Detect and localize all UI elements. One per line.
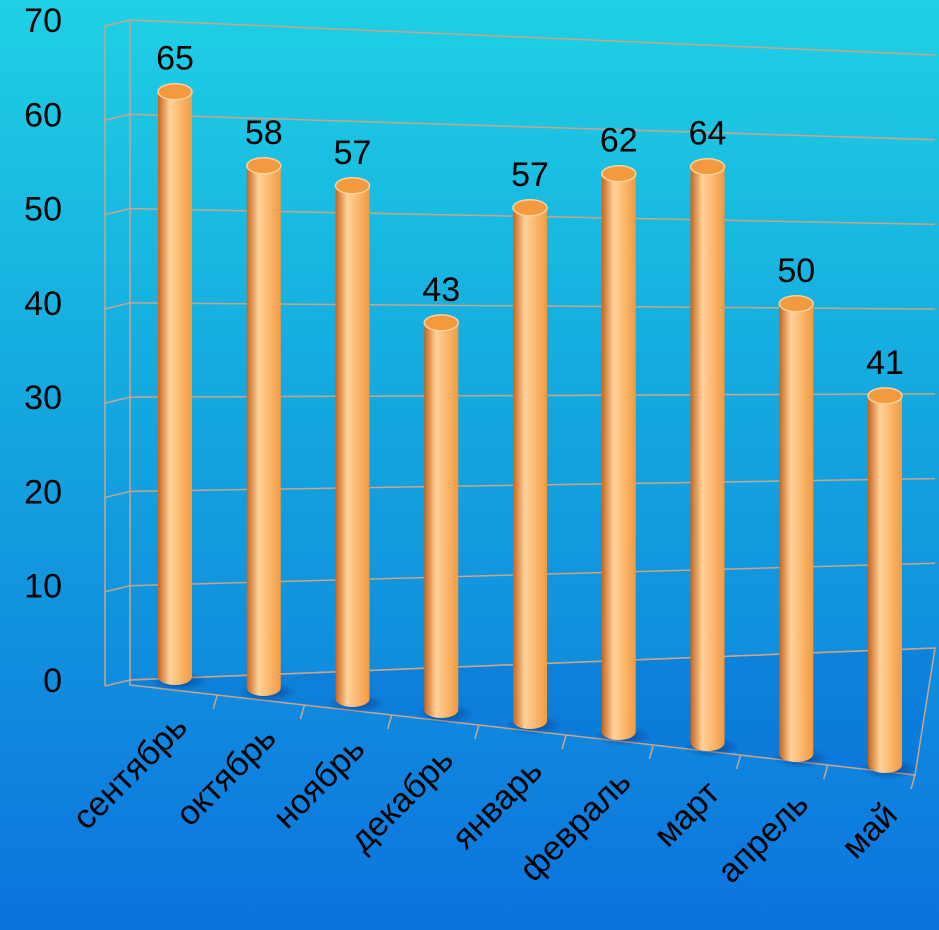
- bar-body: [158, 91, 192, 685]
- gridline: [104, 19, 131, 27]
- x-tick-label: май: [834, 796, 904, 866]
- y-axis: 0 10 20 30 40 50 60 70: [24, 2, 62, 700]
- x-tick-label: март: [647, 774, 728, 855]
- bar-body: [779, 303, 814, 762]
- bar-body: [868, 395, 902, 773]
- data-label: 64: [689, 115, 727, 153]
- y-tick-label: 20: [24, 473, 62, 511]
- gridline: [104, 679, 131, 687]
- y-tick-label: 40: [24, 285, 62, 323]
- bars: [150, 82, 918, 780]
- bar: [682, 157, 741, 758]
- gridline: [104, 113, 131, 122]
- bar: [327, 177, 386, 714]
- data-label: 62: [600, 122, 638, 160]
- gridline: [104, 490, 131, 499]
- bar: [593, 164, 652, 747]
- y-tick-label: 30: [24, 379, 62, 417]
- bar-body: [601, 173, 636, 741]
- bar-top: [601, 164, 637, 183]
- bar: [238, 157, 297, 703]
- bar: [416, 314, 475, 725]
- data-label: 57: [334, 134, 372, 172]
- x-tick: [735, 754, 742, 770]
- gridline: [104, 396, 131, 404]
- x-tick: [823, 764, 829, 780]
- data-label: 65: [156, 40, 194, 78]
- gridline: [104, 207, 131, 216]
- bar-top: [157, 82, 193, 101]
- data-labels: 65 58 57 43 57 62 64 50 41: [156, 40, 904, 382]
- bar-top: [334, 177, 371, 195]
- gridline: [104, 302, 131, 310]
- gridline: [129, 113, 936, 141]
- y-tick-label: 60: [24, 96, 62, 134]
- data-label: 58: [245, 114, 283, 152]
- y-tick-label: 70: [24, 2, 62, 40]
- bar: [771, 295, 830, 769]
- x-tick-label: сентябрь: [65, 708, 194, 837]
- gridline: [104, 584, 131, 593]
- data-label: 57: [511, 156, 549, 194]
- bar-top: [778, 295, 814, 313]
- bar-top: [423, 314, 459, 332]
- bar-top: [689, 157, 726, 176]
- bar: [505, 199, 563, 736]
- y-tick-label: 10: [24, 568, 62, 606]
- bar: [150, 82, 208, 692]
- data-label: 50: [777, 252, 815, 290]
- x-tick: [386, 714, 393, 730]
- data-label: 41: [866, 344, 904, 382]
- bar-top: [867, 387, 903, 405]
- data-label: 43: [422, 271, 460, 309]
- bar-body: [690, 166, 725, 751]
- x-tick: [212, 694, 218, 710]
- bar-top: [512, 199, 548, 217]
- bar-body: [513, 207, 547, 729]
- bar-body: [335, 185, 370, 707]
- x-tick: [474, 724, 480, 740]
- x-tick: [910, 774, 916, 790]
- x-tick: [561, 734, 567, 750]
- bar-body: [246, 165, 281, 696]
- y-tick-label: 0: [43, 662, 62, 700]
- bar: [860, 387, 918, 780]
- x-tick: [648, 744, 655, 760]
- bar-top: [246, 157, 282, 175]
- bar-body: [424, 322, 459, 718]
- gridline: [129, 19, 936, 56]
- x-tick: [299, 704, 306, 720]
- y-tick-label: 50: [24, 191, 62, 229]
